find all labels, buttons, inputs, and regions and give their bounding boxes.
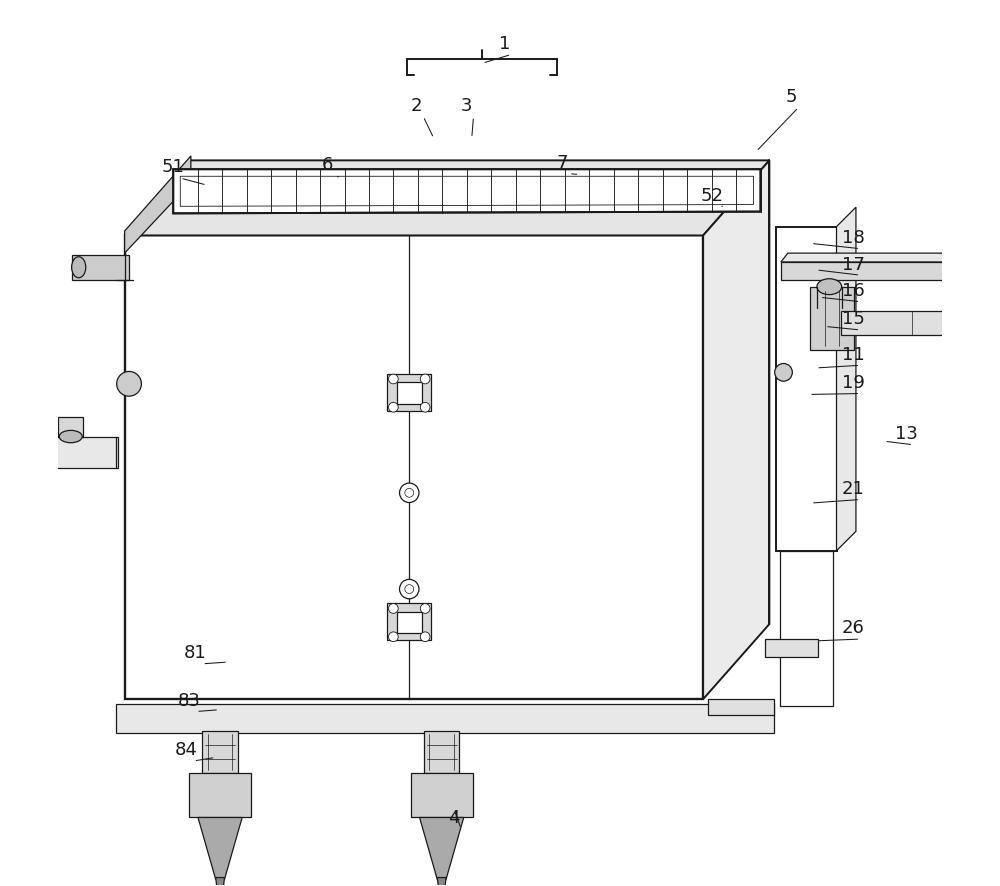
Text: 18: 18 — [842, 229, 865, 247]
Bar — [810, 287, 854, 350]
Text: 15: 15 — [842, 310, 865, 329]
Polygon shape — [216, 877, 225, 886]
Text: 3: 3 — [461, 97, 472, 114]
Polygon shape — [116, 703, 774, 733]
Text: 17: 17 — [842, 255, 865, 274]
Circle shape — [775, 363, 792, 381]
Text: 7: 7 — [556, 154, 568, 172]
Ellipse shape — [59, 431, 82, 443]
Polygon shape — [837, 207, 856, 551]
Polygon shape — [781, 253, 969, 262]
Circle shape — [400, 483, 419, 502]
Ellipse shape — [817, 279, 842, 295]
Text: 21: 21 — [842, 480, 865, 498]
Bar — [776, 227, 837, 551]
Ellipse shape — [72, 257, 86, 277]
Circle shape — [389, 374, 398, 384]
Polygon shape — [781, 262, 960, 280]
Text: 19: 19 — [842, 374, 865, 392]
Circle shape — [400, 579, 419, 599]
Circle shape — [117, 371, 141, 396]
Circle shape — [420, 374, 430, 384]
Circle shape — [420, 603, 430, 613]
Bar — [397, 612, 422, 633]
Circle shape — [389, 603, 398, 613]
Ellipse shape — [22, 437, 42, 469]
Text: 52: 52 — [700, 187, 723, 205]
Polygon shape — [125, 156, 191, 253]
Polygon shape — [708, 699, 774, 715]
Text: 83: 83 — [178, 692, 201, 710]
Text: 26: 26 — [842, 619, 865, 637]
Polygon shape — [437, 877, 446, 886]
Text: 1: 1 — [499, 35, 510, 53]
Polygon shape — [703, 160, 769, 699]
Text: 4: 4 — [448, 810, 460, 828]
Polygon shape — [420, 818, 464, 879]
Circle shape — [389, 632, 398, 641]
Bar — [387, 603, 431, 641]
Bar — [780, 551, 833, 706]
Bar — [387, 374, 431, 411]
Bar — [424, 731, 459, 773]
Bar — [125, 236, 703, 699]
Circle shape — [405, 585, 414, 594]
Bar — [397, 383, 422, 404]
Bar — [411, 773, 473, 818]
Bar — [765, 639, 818, 657]
Polygon shape — [173, 169, 761, 214]
Circle shape — [420, 402, 430, 412]
Polygon shape — [72, 255, 129, 280]
Circle shape — [420, 632, 430, 641]
Polygon shape — [125, 160, 769, 236]
Polygon shape — [198, 818, 242, 879]
Bar — [58, 417, 83, 437]
Text: 6: 6 — [322, 156, 333, 174]
Circle shape — [389, 402, 398, 412]
Bar — [202, 731, 238, 773]
Text: 13: 13 — [895, 425, 918, 443]
Text: 5: 5 — [786, 88, 797, 105]
Bar — [841, 311, 982, 335]
Bar — [189, 773, 251, 818]
Text: 2: 2 — [410, 97, 422, 114]
Bar — [32, 437, 118, 469]
Text: 11: 11 — [842, 346, 865, 363]
Text: 51: 51 — [162, 159, 185, 176]
Text: 81: 81 — [184, 644, 207, 662]
Circle shape — [405, 488, 414, 497]
Text: 84: 84 — [175, 742, 198, 759]
Text: 16: 16 — [842, 282, 865, 300]
Ellipse shape — [981, 311, 997, 335]
